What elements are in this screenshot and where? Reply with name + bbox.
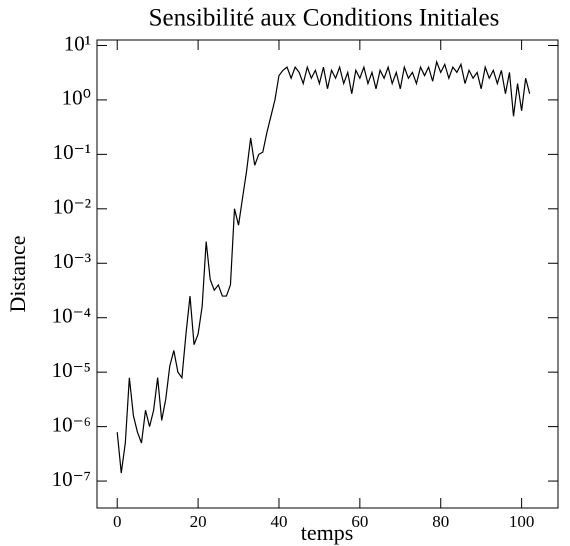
- y-tick-label: 10⁻⁵: [52, 358, 91, 382]
- chart-title: Sensibilité aux Conditions Initiales: [149, 5, 500, 32]
- y-tick-label: 10⁻⁴: [52, 304, 91, 328]
- y-axis-label: Distance: [5, 236, 30, 313]
- y-tick-label: 10⁻³: [53, 249, 91, 273]
- y-tick-label: 10⁻¹: [53, 140, 91, 164]
- x-tick-label: 60: [351, 512, 368, 531]
- x-axis-label: temps: [301, 520, 354, 545]
- x-tick-label: 40: [270, 512, 287, 531]
- y-tick-label: 10⁰: [62, 86, 91, 110]
- x-tick-label: 80: [432, 512, 449, 531]
- plot-frame: [96, 39, 559, 509]
- x-tick-label: 0: [113, 512, 122, 531]
- y-tick-label: 10⁻⁷: [52, 467, 91, 491]
- y-tick-label: 10⁻⁶: [52, 412, 91, 436]
- y-tick-label: 10⁻²: [53, 195, 91, 219]
- x-tick-label: 100: [509, 512, 535, 531]
- x-tick-label: 20: [190, 512, 207, 531]
- data-line: [116, 59, 531, 474]
- y-tick-label: 10¹: [64, 31, 91, 55]
